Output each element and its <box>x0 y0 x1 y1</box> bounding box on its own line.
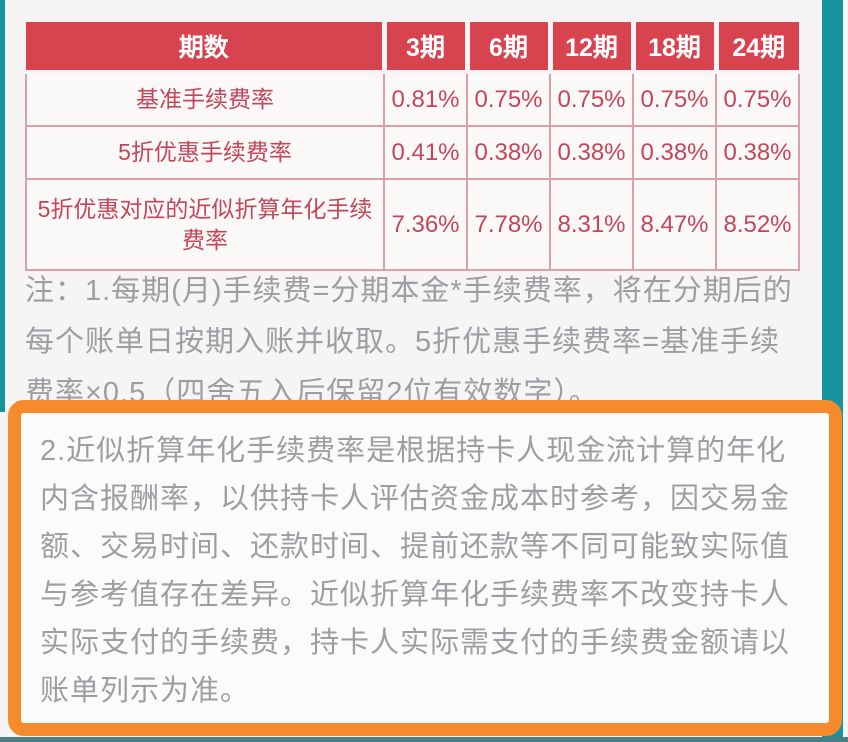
table-row-discount-rate: 5折优惠手续费率 0.41% 0.38% 0.38% 0.38% 0.38% <box>25 125 800 180</box>
note-1-line: 每个账单日按期入账并收取。5折优惠手续费率=基准手续 <box>25 326 781 358</box>
note-2-line: 内含报酬率，以供持卡人评估资金成本时参考，因交易金 <box>40 483 791 515</box>
note-2-text: 2.近似折算年化手续费率是根据持卡人现金流计算的年化 内含报酬率，以供持卡人评估… <box>21 413 829 715</box>
rate-cell: 0.81% <box>383 71 468 127</box>
highlight-box-note-2: 2.近似折算年化手续费率是根据持卡人现金流计算的年化 内含报酬率，以供持卡人评估… <box>8 400 842 736</box>
rate-cell: 7.78% <box>466 178 551 271</box>
header-cell-12-terms: 12期 <box>547 22 636 74</box>
header-cell-periods: 期数 <box>26 22 387 74</box>
teal-accent-bar-left <box>0 0 5 412</box>
header-cell-24-terms: 24期 <box>713 22 799 74</box>
rate-cell: 7.36% <box>383 178 468 271</box>
installment-fee-table: 期数 3期 6期 12期 18期 24期 基准手续费率 0.81% 0.75% … <box>25 22 800 271</box>
header-cell-3-terms: 3期 <box>381 22 470 74</box>
rate-cell: 0.75% <box>715 71 800 127</box>
note-2-line: 2.近似折算年化手续费率是根据持卡人现金流计算的年化 <box>40 435 787 467</box>
note-1-line: 注：1.每期(月)手续费=分期本金*手续费率，将在分期后的 <box>25 275 793 307</box>
rate-cell: 0.41% <box>383 125 468 180</box>
header-cell-18-terms: 18期 <box>630 22 719 74</box>
table-row-annualized-rate: 5折优惠对应的近似折算年化手续费率 7.36% 7.78% 8.31% 8.47… <box>25 178 800 271</box>
rate-cell: 0.75% <box>466 71 551 127</box>
rate-cell: 0.38% <box>632 125 717 180</box>
table-header-row: 期数 3期 6期 12期 18期 24期 <box>26 22 799 74</box>
note-2-line: 账单列示为准。 <box>40 675 251 707</box>
rate-cell: 8.47% <box>632 178 717 271</box>
row-label-base-rate: 基准手续费率 <box>25 71 385 127</box>
rate-cell: 0.75% <box>632 71 717 127</box>
row-label-discount-rate: 5折优惠手续费率 <box>25 125 385 180</box>
note-2-line: 额、交易时间、还款时间、提前还款等不同可能致实际值 <box>40 531 791 563</box>
rate-cell: 0.38% <box>549 125 634 180</box>
rate-cell: 0.38% <box>715 125 800 180</box>
rate-cell: 0.75% <box>549 71 634 127</box>
rate-cell: 0.38% <box>466 125 551 180</box>
note-1-text: 注：1.每期(月)手续费=分期本金*手续费率，将在分期后的 每个账单日按期入账并… <box>25 266 820 419</box>
rate-cell: 8.31% <box>549 178 634 271</box>
rate-cell: 8.52% <box>715 178 800 271</box>
row-label-annualized-rate: 5折优惠对应的近似折算年化手续费率 <box>25 178 385 271</box>
header-cell-6-terms: 6期 <box>464 22 553 74</box>
note-2-line: 实际支付的手续费，持卡人实际需支付的手续费金额请以 <box>40 627 791 659</box>
note-2-line: 与参考值存在差异。近似折算年化手续费率不改变持卡人 <box>40 579 791 611</box>
teal-accent-bar-bottom <box>0 737 848 742</box>
table-row-base-rate: 基准手续费率 0.81% 0.75% 0.75% 0.75% 0.75% <box>25 71 800 127</box>
